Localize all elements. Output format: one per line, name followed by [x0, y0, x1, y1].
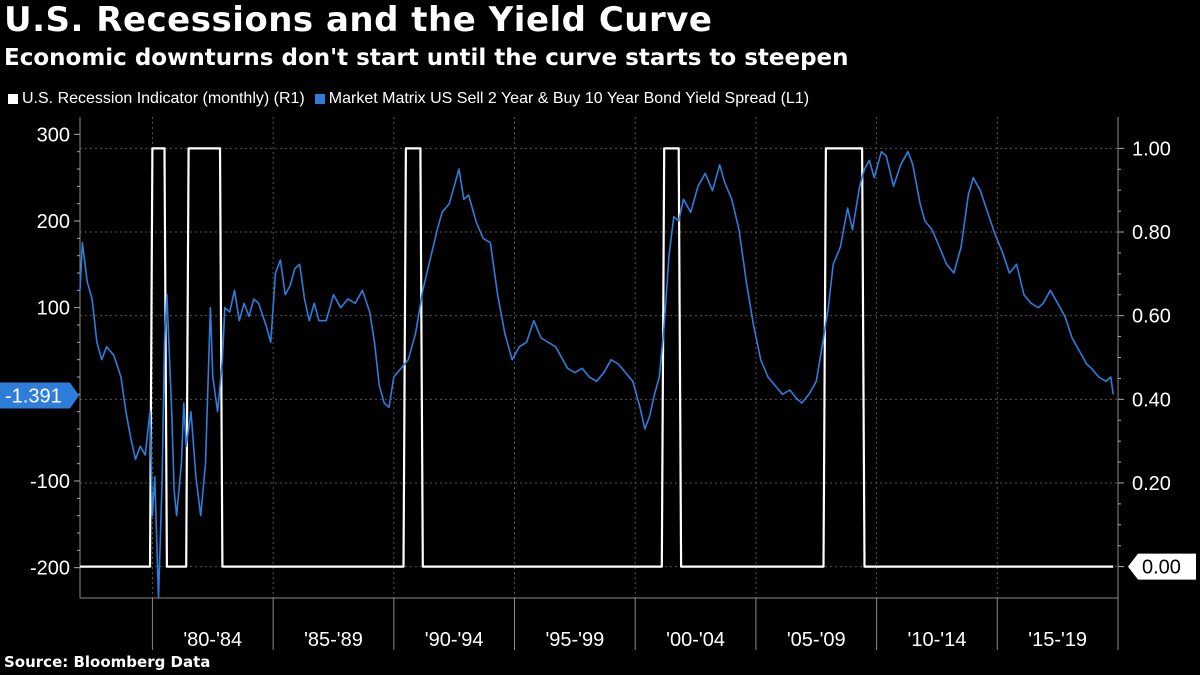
- x-tick-label: '10-'14: [908, 629, 967, 651]
- right-end-label-tag: [1128, 553, 1196, 580]
- current-value-label: -1.391: [5, 386, 62, 408]
- legend-label-recession: U.S. Recession Indicator (monthly) (R1): [22, 90, 305, 107]
- left-tick-label: 100: [37, 298, 70, 320]
- chart-title: U.S. Recessions and the Yield Curve: [4, 0, 713, 40]
- right-tick-label: 0.60: [1132, 306, 1171, 328]
- series-lines: [79, 147, 1114, 599]
- x-tick-label: '15-'19: [1028, 629, 1087, 651]
- left-tick-label: 300: [37, 124, 70, 146]
- legend-swatch-spread: [314, 94, 325, 104]
- right-tick-label: 0.80: [1132, 222, 1171, 244]
- x-tick-label: '90-'94: [425, 629, 484, 651]
- right-tick-label: 1.00: [1132, 138, 1171, 160]
- current-value-tag: [0, 382, 79, 409]
- legend-item-recession[interactable]: U.S. Recession Indicator (monthly) (R1): [8, 90, 305, 108]
- grid-lines: [80, 117, 1118, 598]
- right-tick-label: 0.20: [1132, 473, 1171, 495]
- chart-subtitle: Economic downturns don't start until the…: [4, 45, 849, 71]
- left-tick-label: -200: [30, 558, 70, 580]
- x-tick-label: '85-'89: [304, 629, 363, 651]
- legend: U.S. Recession Indicator (monthly) (R1) …: [8, 90, 819, 108]
- source-note: Source: Bloomberg Data: [4, 653, 211, 671]
- right-end-label: 0.00: [1142, 557, 1181, 579]
- left-tick-label: 200: [37, 211, 70, 233]
- right-tick-label: 0.40: [1132, 389, 1171, 411]
- x-tick-label: '00-'04: [666, 629, 725, 651]
- x-tick-label: '80-'84: [183, 629, 242, 651]
- recession-indicator-line: [80, 147, 1114, 568]
- axes: [74, 117, 1124, 650]
- axis-labels: -200 -100 100 200 300 0.20 0.40 0.60 0.80 1.00 0.0…: [0, 124, 1196, 651]
- x-tick-label: '05-'09: [787, 629, 846, 651]
- legend-item-spread[interactable]: Market Matrix US Sell 2 Year & Buy 10 Ye…: [314, 90, 810, 108]
- yield-spread-line: [79, 150, 1114, 599]
- legend-label-spread: Market Matrix US Sell 2 Year & Buy 10 Ye…: [328, 90, 810, 107]
- legend-swatch-recession: [8, 94, 18, 104]
- left-tick-label: -100: [30, 471, 70, 493]
- x-tick-label: '95-'99: [545, 629, 604, 651]
